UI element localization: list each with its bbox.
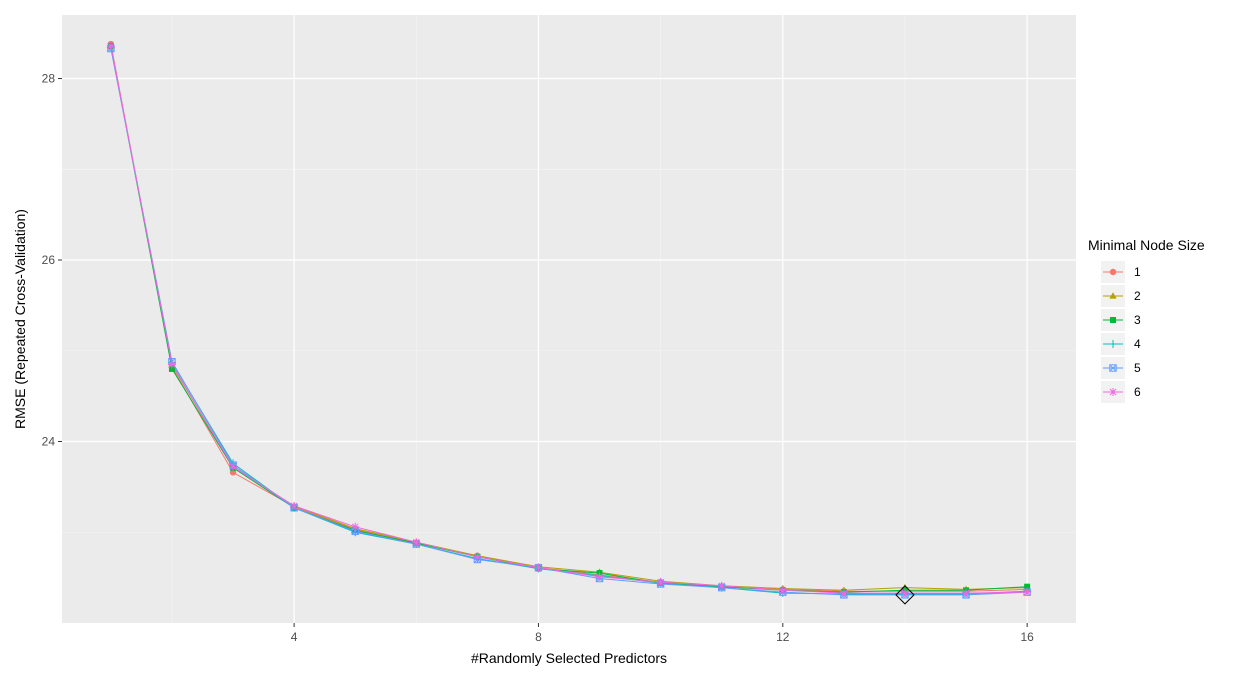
asterisk-point-shape <box>473 552 482 561</box>
data-point-series-6 <box>1023 588 1032 597</box>
data-point-series-6 <box>473 552 482 561</box>
legend: Minimal Node Size 1 2 3 4 5 6 <box>1088 237 1205 403</box>
triangle-point-shape <box>1109 292 1117 299</box>
square-point-shape <box>1024 583 1031 590</box>
plus-point-shape <box>1109 340 1117 348</box>
legend-label: 3 <box>1134 313 1141 327</box>
asterisk-point-shape <box>1109 388 1117 396</box>
data-point-series-6 <box>412 538 421 547</box>
data-point-series-6 <box>534 563 543 572</box>
data-point-series-6 <box>351 522 360 531</box>
legend-items: 1 2 3 4 5 6 <box>1101 261 1141 403</box>
legend-label: 6 <box>1134 385 1141 399</box>
asterisk-point-shape <box>839 589 848 598</box>
data-point-series-3 <box>168 365 175 372</box>
asterisk-point-shape <box>900 589 909 598</box>
data-point-series-6 <box>229 462 238 471</box>
legend-item-4: 4 <box>1101 333 1141 355</box>
asterisk-point-shape <box>412 538 421 547</box>
data-point-series-6 <box>839 589 848 598</box>
legend-key-shape <box>1109 340 1117 348</box>
series-line-3 <box>110 45 1028 593</box>
asterisk-point-shape <box>106 41 115 50</box>
data-point-series-3 <box>1024 583 1031 590</box>
asterisk-point-shape <box>167 360 176 369</box>
data-point-series-6 <box>900 589 909 598</box>
series-lines <box>110 43 1028 596</box>
data-point-series-6 <box>595 572 604 581</box>
boxed-x-point-cross <box>1109 364 1117 372</box>
legend-item-6: 6 <box>1101 381 1141 403</box>
asterisk-point-shape <box>290 501 299 510</box>
legend-label: 5 <box>1134 361 1141 375</box>
y-axis-title: RMSE (Repeated Cross-Validation) <box>12 209 28 429</box>
legend-key-shape <box>1109 364 1117 372</box>
legend-key-shape <box>1109 388 1117 396</box>
y-tick-label: 26 <box>42 253 56 267</box>
data-point-series-6 <box>290 501 299 510</box>
x-axis: 4 8 12 16 <box>291 623 1034 644</box>
data-point-series-6 <box>167 360 176 369</box>
data-point-series-6 <box>656 578 665 587</box>
x-tick-label: 16 <box>1020 630 1034 644</box>
x-axis-title: #Randomly Selected Predictors <box>471 650 667 666</box>
legend-label: 1 <box>1134 265 1141 279</box>
data-point-series-6 <box>717 581 726 590</box>
legend-key-shape <box>1110 317 1116 323</box>
square-point-shape <box>168 365 175 372</box>
asterisk-point-shape <box>656 578 665 587</box>
x-tick-label: 8 <box>535 630 542 644</box>
asterisk-point-shape <box>351 522 360 531</box>
series-line-6 <box>110 45 1028 594</box>
asterisk-point-shape <box>229 462 238 471</box>
asterisk-point-shape <box>717 581 726 590</box>
legend-item-3: 3 <box>1101 309 1141 331</box>
legend-label: 4 <box>1134 337 1141 351</box>
legend-key-shape <box>1109 268 1117 276</box>
legend-title: Minimal Node Size <box>1088 237 1205 253</box>
x-tick-label: 4 <box>291 630 298 644</box>
best-model-diamond <box>895 585 915 605</box>
asterisk-point-shape <box>595 572 604 581</box>
legend-key-shape <box>1109 292 1117 299</box>
legend-item-5: 5 <box>1101 357 1141 379</box>
y-tick-label: 28 <box>42 72 56 86</box>
boxed-x-point-box <box>1109 364 1117 372</box>
plot-panel <box>62 15 1076 623</box>
asterisk-point-shape <box>778 586 787 595</box>
asterisk-point-shape <box>1023 588 1032 597</box>
legend-label: 2 <box>1134 289 1141 303</box>
legend-item-2: 2 <box>1101 285 1141 307</box>
circle-point-shape <box>1109 268 1117 276</box>
square-point-shape <box>1110 317 1116 323</box>
x-tick-label: 12 <box>776 630 790 644</box>
y-tick-label: 24 <box>42 435 56 449</box>
series-points <box>106 40 1032 599</box>
legend-item-1: 1 <box>1101 261 1141 283</box>
best-model-marker <box>895 585 915 605</box>
y-axis: 24 26 28 <box>42 72 62 449</box>
asterisk-point-shape <box>534 563 543 572</box>
asterisk-point-shape <box>962 589 971 598</box>
minor-gridlines <box>62 15 1076 623</box>
data-point-series-6 <box>962 589 971 598</box>
major-gridlines <box>62 15 1076 623</box>
data-point-series-6 <box>778 586 787 595</box>
data-point-series-6 <box>106 41 115 50</box>
